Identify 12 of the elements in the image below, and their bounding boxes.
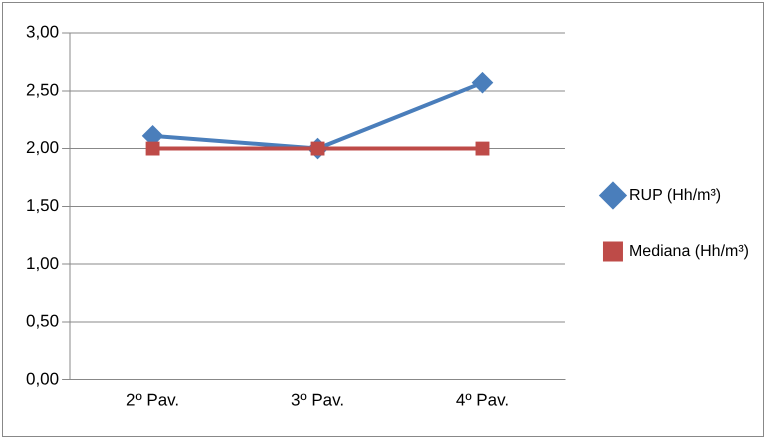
y-tick-label: 2,50 — [26, 80, 60, 100]
x-tick-label: 2º Pav. — [126, 390, 180, 410]
y-tick-label: 0,50 — [26, 312, 60, 331]
y-tick-label: 1,50 — [26, 196, 60, 215]
x-tick-label: 4º Pav. — [456, 390, 510, 410]
y-tick-label: 0,00 — [26, 369, 60, 388]
legend-label: Mediana (Hh/m³) — [628, 242, 749, 260]
legend-label: RUP (Hh/m³) — [628, 186, 722, 204]
y-tick-label: 3,00 — [26, 22, 60, 42]
x-tick-label: 3º Pav. — [290, 390, 344, 410]
y-tick-label: 1,00 — [26, 254, 60, 273]
y-tick-label: 2,00 — [26, 138, 60, 158]
